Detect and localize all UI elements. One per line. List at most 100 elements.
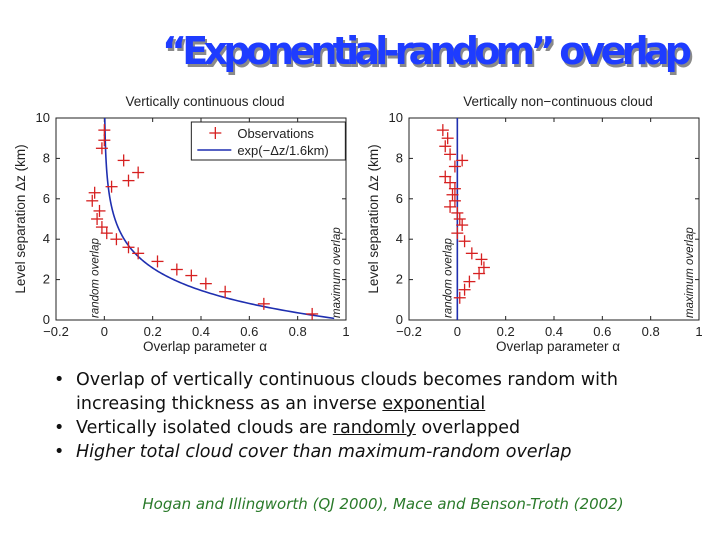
observation-point — [86, 194, 99, 207]
y-tick-label: 2 — [396, 272, 403, 287]
observation-point — [458, 235, 471, 248]
y-axis-label: Level separation Δz (km) — [13, 144, 28, 293]
observation-point — [456, 154, 469, 167]
annotation-maximum-overlap: maximum overlap — [684, 227, 696, 318]
observation-point — [448, 182, 461, 195]
chart-vertically-non-continuous: Vertically non−continuous cloud −0.2 0 0.2 0… — [363, 88, 708, 368]
x-tick-label: 0 — [101, 324, 108, 339]
observation-point — [456, 219, 469, 232]
y-tick-label: 10 — [36, 110, 50, 125]
bullet-text: Vertically isolated clouds are — [76, 418, 333, 438]
observation-point — [95, 221, 108, 234]
bullet-item: • Overlap of vertically continuous clouds… — [52, 368, 712, 416]
x-tick-label: 0.6 — [593, 324, 611, 339]
observation-point — [91, 213, 104, 225]
chart-vertically-continuous: Vertically continuous cloud −0.2 0 0.2 0.4 0.… — [10, 88, 355, 368]
x-tick-label: 0.8 — [289, 324, 307, 339]
observation-point — [110, 233, 123, 246]
x-axis-label: Overlap parameter α — [496, 339, 620, 354]
y-tick-label: 0 — [396, 312, 403, 327]
observation-point — [257, 297, 270, 310]
bullet-underlined-term: exponential — [382, 394, 486, 414]
bullet-item: • Higher total cloud cover than maximum-r… — [52, 440, 712, 464]
y-tick-label: 6 — [43, 191, 50, 206]
observation-point — [453, 291, 466, 304]
bullet-dot: • — [54, 370, 65, 390]
slide-title: “Exponential-random” overlap “Exponentia… — [150, 16, 710, 76]
x-tick-label: 0.2 — [144, 324, 162, 339]
observation-point — [93, 204, 106, 217]
y-tick-label: 10 — [389, 110, 403, 125]
x-tick-label: −0.2 — [43, 324, 69, 339]
observation-point — [439, 140, 452, 153]
observation-point — [477, 261, 490, 274]
chart-title: Vertically non−continuous cloud — [463, 94, 653, 109]
x-tick-label: 0.4 — [192, 324, 210, 339]
observation-point — [463, 275, 476, 288]
observation-point — [132, 247, 145, 260]
x-tick-label: 0.6 — [240, 324, 258, 339]
chart-svg: Vertically non−continuous cloud−0.2 0 0.2 0… — [366, 94, 703, 354]
observation-point — [100, 227, 113, 240]
x-tick-label: 0.8 — [642, 324, 660, 339]
observation-point — [306, 307, 319, 320]
observation-point — [451, 227, 464, 240]
observation-point — [219, 285, 232, 298]
observation-point — [95, 142, 108, 155]
observation-point — [465, 247, 478, 260]
citation: Hogan and Illingworth (QJ 2000), Mace an… — [142, 495, 624, 513]
observation-point — [458, 283, 471, 296]
annotation-maximum-overlap: maximum overlap — [331, 227, 343, 318]
observation-point — [98, 124, 111, 137]
observation-point — [151, 255, 164, 268]
observation-point — [448, 160, 461, 173]
bullet-text: Higher total cloud cover than maximum-ra… — [76, 442, 572, 462]
annotation-random-overlap: random overlap — [89, 237, 101, 318]
slide-title-shadow: “Exponential-random” overlap — [164, 32, 694, 76]
observation-point — [451, 206, 464, 219]
observation-point — [453, 213, 466, 225]
x-tick-label: 1 — [695, 324, 702, 339]
observation-point — [170, 263, 183, 276]
observation-point — [441, 132, 454, 145]
observation-point — [473, 267, 486, 280]
bullet-list: • Overlap of vertically continuous clouds… — [52, 368, 712, 464]
bullet-dot: • — [54, 442, 65, 462]
y-tick-label: 4 — [396, 231, 403, 246]
fit-curve — [104, 117, 335, 320]
y-tick-label: 2 — [43, 272, 50, 287]
observation-point — [448, 194, 461, 207]
bullet-underlined-term: randomly — [332, 418, 416, 438]
observation-point — [444, 200, 457, 213]
x-axis-label: Overlap parameter α — [143, 339, 267, 354]
bullet-text: Overlap of vertically continuous clouds … — [76, 370, 618, 414]
legend-label-fit: exp(−Δz/1.6km) — [237, 143, 328, 158]
observation-point — [117, 154, 130, 167]
x-tick-label: 1 — [342, 324, 349, 339]
chart-title: Vertically continuous cloud — [125, 94, 284, 109]
observation-point — [185, 269, 198, 282]
annotation-random-overlap: random overlap — [442, 237, 454, 318]
legend: Observations exp(−Δz/1.6km) — [190, 121, 346, 161]
observation-point — [122, 241, 135, 254]
y-tick-label: 0 — [43, 312, 50, 327]
x-tick-label: 0.4 — [545, 324, 563, 339]
observation-point — [199, 277, 212, 290]
y-tick-label: 8 — [396, 150, 403, 165]
observation-point — [444, 148, 457, 161]
observation-point — [439, 170, 452, 183]
y-axis-label: Level separation Δz (km) — [366, 144, 381, 293]
observation-point — [122, 174, 135, 187]
observation-point — [88, 186, 101, 199]
observation-point — [132, 166, 145, 179]
observation-point — [436, 124, 449, 137]
observation-point — [475, 253, 488, 266]
y-tick-label: 6 — [396, 191, 403, 206]
observation-point — [98, 134, 111, 147]
y-tick-label: 8 — [43, 150, 50, 165]
x-tick-label: 0.2 — [497, 324, 515, 339]
x-tick-label: 0 — [454, 324, 461, 339]
observation-point — [105, 180, 118, 193]
bullet-text: overlapped — [415, 418, 521, 438]
legend-box — [190, 121, 346, 161]
